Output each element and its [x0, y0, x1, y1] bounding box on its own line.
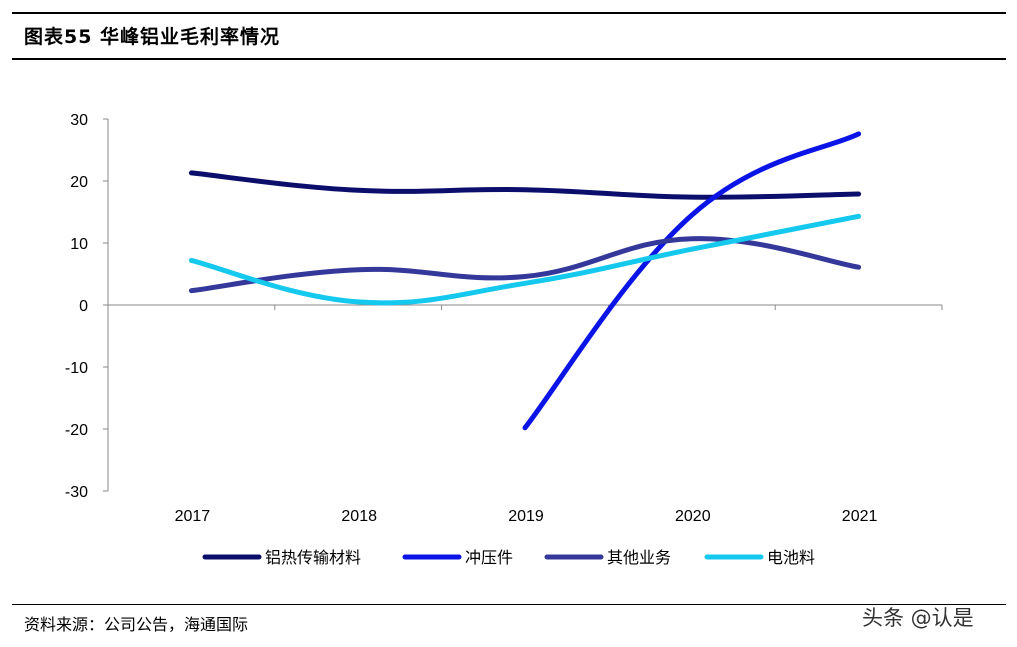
line-chart: 30 20 10 0 -10 -20 -30 2017 2018 2019 2020 2021 铝热传…	[65, 112, 943, 567]
legend-label: 铝热传输材料	[265, 548, 361, 567]
x-tick-label: 2021	[842, 508, 878, 525]
x-tick-label: 2019	[508, 508, 544, 525]
x-tick-label: 2018	[341, 508, 377, 525]
y-tick-label: 20	[70, 174, 88, 191]
series-line-4	[188, 213, 862, 306]
watermark-text: 头条 @认是	[862, 606, 974, 630]
series-line-1	[188, 170, 862, 200]
x-tick-label: 2020	[675, 508, 711, 525]
y-tick-label: -30	[65, 484, 88, 501]
legend-label: 其他业务	[607, 548, 671, 567]
source-note: 资料来源：公司公告，海通国际	[24, 615, 249, 634]
bottom-rule	[12, 604, 1006, 605]
chart-lines	[188, 131, 862, 431]
series-line-3	[188, 236, 862, 294]
x-tick-label: 2017	[175, 508, 211, 525]
title-rule	[12, 58, 1006, 60]
series-line-2	[522, 131, 862, 431]
chart-axes: 30 20 10 0 -10 -20 -30 2017 2018 2019 2020 2021	[65, 112, 943, 525]
y-tick-label: 10	[70, 236, 88, 253]
y-tick-label: -10	[65, 360, 88, 377]
figure-title: 图表55 华峰铝业毛利率情况	[24, 26, 281, 48]
y-tick-label: -20	[65, 422, 88, 439]
y-tick-label: 0	[79, 298, 88, 315]
chart-legend: 铝热传输材料 冲压件 其他业务 电池料	[202, 548, 815, 567]
top-rule	[12, 12, 1006, 14]
legend-label: 冲压件	[465, 548, 513, 567]
y-tick-label: 30	[70, 112, 88, 129]
legend-label: 电池料	[767, 548, 815, 567]
